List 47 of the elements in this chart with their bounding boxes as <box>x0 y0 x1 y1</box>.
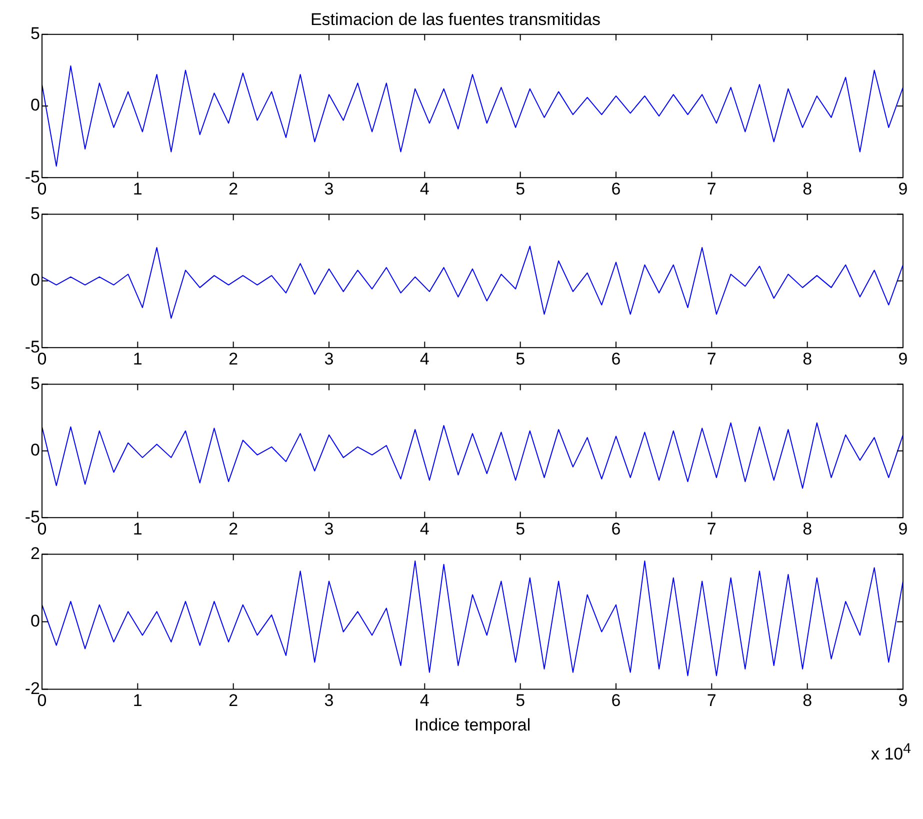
y-tick-label: 0 <box>30 270 40 290</box>
x-tick-label: 5 <box>516 179 526 198</box>
x-tick-label: 4 <box>420 349 430 368</box>
x-tick-label: 6 <box>611 519 621 538</box>
x-tick-label: 8 <box>802 519 812 538</box>
x-tick-label: 1 <box>132 691 142 710</box>
x-tick-label: 9 <box>898 349 908 368</box>
x-tick-label: 6 <box>611 691 621 710</box>
x-tick-label: 3 <box>324 349 334 368</box>
y-tick-label: 0 <box>30 611 40 630</box>
x-tick-label: 7 <box>706 349 716 368</box>
x-tick-label: 4 <box>420 179 430 198</box>
x-tick-label: 1 <box>132 519 142 538</box>
x-tick-label: 8 <box>802 179 812 198</box>
y-tick-label: 5 <box>30 374 40 393</box>
x-tick-label: 7 <box>706 179 716 198</box>
x-tick-label: 5 <box>516 349 526 368</box>
chart-title: Estimacion de las fuentes transmitidas <box>310 10 601 29</box>
x-tick-label: 1 <box>132 179 142 198</box>
x-tick-label: 1 <box>132 349 142 368</box>
x-tick-label: 6 <box>611 179 621 198</box>
x-tick-label: 2 <box>228 349 238 368</box>
x-tick-label: 4 <box>420 691 430 710</box>
y-tick-label: 2 <box>30 544 40 563</box>
y-tick-label: 5 <box>30 204 40 223</box>
x-tick-label: 2 <box>228 691 238 710</box>
x-tick-label: 7 <box>706 691 716 710</box>
x-tick-label: 8 <box>802 349 812 368</box>
x-tick-label: 2 <box>228 179 238 198</box>
x-tick-label: 5 <box>516 519 526 538</box>
text: x 10$^{4}$ <box>870 740 912 766</box>
x-tick-label: 3 <box>324 519 334 538</box>
x-tick-label: 3 <box>324 179 334 198</box>
x-tick-label: 7 <box>706 519 716 538</box>
x-tick-label: 8 <box>802 691 812 710</box>
x-tick-label: 9 <box>898 179 908 198</box>
x-tick-label: 5 <box>516 691 526 710</box>
x-tick-label: 4 <box>420 519 430 538</box>
x-axis-title: Indice temporal <box>414 715 531 734</box>
x-tick-label: 2 <box>228 519 238 538</box>
y-tick-label: 5 <box>30 24 40 44</box>
y-tick-label: 0 <box>30 440 40 460</box>
x-tick-label: 9 <box>898 519 908 538</box>
x-tick-label: 9 <box>898 691 908 710</box>
x-tick-label: 6 <box>611 349 621 368</box>
y-tick-label: 0 <box>30 96 40 115</box>
x-tick-label: 3 <box>324 691 334 710</box>
